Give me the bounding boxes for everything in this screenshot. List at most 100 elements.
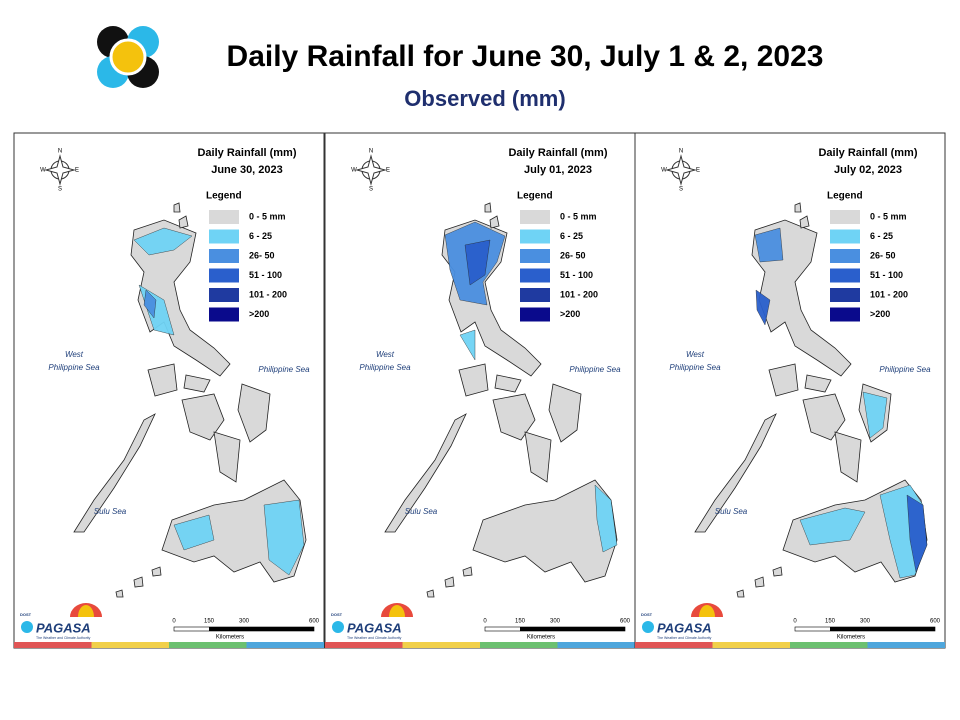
- landmass: [804, 374, 832, 393]
- sea-label: Sulu Sea: [715, 507, 748, 516]
- landmass: [484, 202, 492, 213]
- map-panel: N S E W Daily Rainfall (mm) June 30, 2023 Lege…: [13, 132, 325, 649]
- panel-title: Daily Rainfall (mm): [508, 147, 607, 159]
- legend-swatch: [520, 249, 550, 263]
- landmass: [736, 589, 745, 598]
- legend-label: 26- 50: [560, 250, 586, 260]
- legend-title: Legend: [517, 191, 553, 202]
- landmass: [444, 576, 455, 588]
- logo-name: PAGASA: [657, 620, 712, 635]
- compass-label: N: [679, 149, 683, 155]
- legend-label: >200: [249, 309, 269, 319]
- sea-label: Philippine Sea: [48, 363, 100, 372]
- legend-swatch: [830, 249, 860, 263]
- compass: N S E W: [40, 149, 79, 193]
- compass-label: E: [696, 168, 700, 174]
- landmass: [147, 363, 178, 397]
- agency-seal: [96, 25, 160, 88]
- color-stripe: [169, 642, 247, 648]
- map: [694, 202, 928, 598]
- color-stripe: [635, 642, 713, 648]
- compass: N S E W: [351, 149, 390, 193]
- scale-bar-fill: [520, 627, 555, 631]
- compass-label: S: [679, 187, 683, 193]
- color-stripe: [712, 642, 790, 648]
- scale-tick-label: 300: [239, 619, 250, 625]
- landmass: [213, 431, 241, 483]
- legend-label: 51 - 100: [249, 270, 282, 280]
- slide-subtitle: Observed (mm): [404, 86, 565, 111]
- logo-seal: [642, 621, 654, 633]
- scale-tick-label: 300: [550, 619, 561, 625]
- legend-swatch: [520, 268, 550, 283]
- legend-label: 26- 50: [249, 250, 275, 260]
- scale-bar-fill: [244, 627, 314, 631]
- landmass: [799, 215, 810, 229]
- landmass: [458, 363, 489, 397]
- sea-label: Philippine Sea: [569, 365, 621, 374]
- scale-tick-label: 150: [515, 619, 526, 625]
- scale-unit: Kilometers: [837, 635, 865, 641]
- map: [384, 202, 618, 598]
- legend-swatch: [830, 288, 860, 302]
- legend-swatch: [830, 268, 860, 283]
- legend-label: 0 - 5 mm: [870, 211, 907, 221]
- legend-label: >200: [560, 309, 580, 319]
- color-stripe: [246, 642, 324, 648]
- legend-swatch: [520, 229, 550, 244]
- compass-star: [44, 154, 76, 186]
- logo-tagline: The Weather and Climate Authority: [36, 636, 91, 640]
- scale-bar-fill: [555, 627, 625, 631]
- scale-tick-label: 600: [930, 619, 941, 625]
- compass-label: E: [75, 168, 79, 174]
- scale-unit: Kilometers: [216, 635, 244, 641]
- legend-label: 0 - 5 mm: [249, 211, 286, 221]
- logo-tagline: The Weather and Climate Authority: [347, 636, 402, 640]
- landmass: [494, 374, 522, 393]
- legend-swatch: [209, 268, 239, 283]
- map-panel: N S E W Daily Rainfall (mm) July 01, 2023 Lege…: [324, 132, 636, 649]
- rainfall-area: [173, 514, 215, 551]
- compass-label: S: [58, 187, 62, 193]
- map: [73, 202, 307, 598]
- landmass: [772, 566, 783, 577]
- legend-label: 51 - 100: [560, 270, 593, 280]
- logo-dost: DOST: [641, 612, 653, 617]
- logo-umbrella: [389, 605, 405, 617]
- landmass: [472, 479, 618, 583]
- compass-label: N: [58, 149, 62, 155]
- color-stripe: [867, 642, 945, 648]
- compass: N S E W: [661, 149, 700, 193]
- landmass: [754, 576, 765, 588]
- scale-tick-label: 0: [483, 619, 487, 625]
- legend-label: 101 - 200: [249, 289, 287, 299]
- legend-label: 0 - 5 mm: [560, 211, 597, 221]
- legend-swatch: [830, 210, 860, 224]
- landmass: [115, 589, 124, 598]
- landmass: [73, 413, 156, 533]
- sea-label: West: [686, 350, 705, 359]
- sea-label: Philippine Sea: [669, 363, 721, 372]
- landmass: [178, 215, 189, 229]
- legend-swatch: [830, 229, 860, 244]
- rainfall-area: [799, 507, 866, 546]
- scale-tick-label: 150: [204, 619, 215, 625]
- scale-tick-label: 300: [860, 619, 871, 625]
- logo-tagline: The Weather and Climate Authority: [657, 636, 712, 640]
- color-stripe: [402, 642, 480, 648]
- legend-swatch: [209, 210, 239, 224]
- rainfall-area: [754, 227, 784, 263]
- color-stripe: [790, 642, 868, 648]
- compass-star: [355, 154, 387, 186]
- logo-umbrella: [699, 605, 715, 617]
- sea-label: Philippine Sea: [359, 363, 411, 372]
- scale-tick-label: 150: [825, 619, 836, 625]
- legend-label: 26- 50: [870, 250, 896, 260]
- landmass: [130, 219, 231, 377]
- legend-swatch: [209, 307, 239, 322]
- legend-swatch: [209, 249, 239, 263]
- landmass: [794, 202, 802, 213]
- landmass: [384, 413, 467, 533]
- legend-label: 6 - 25: [870, 231, 893, 241]
